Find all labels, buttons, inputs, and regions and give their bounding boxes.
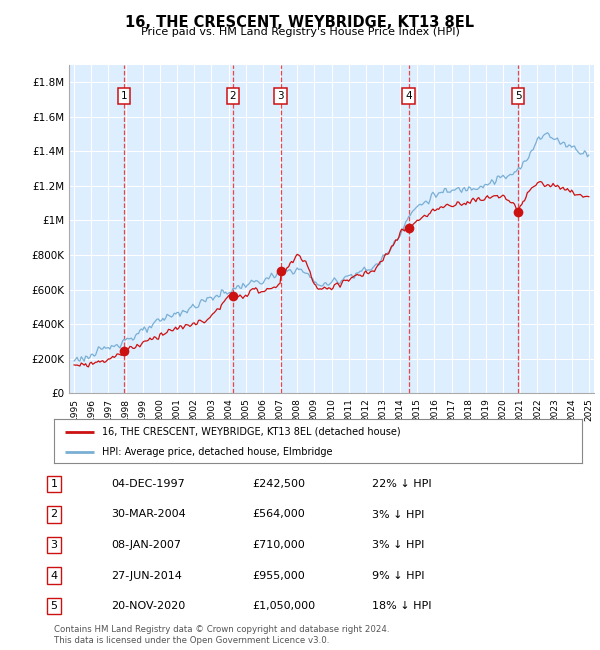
Text: 18% ↓ HPI: 18% ↓ HPI <box>372 601 431 611</box>
Text: £710,000: £710,000 <box>252 540 305 550</box>
Text: 4: 4 <box>405 91 412 101</box>
Text: £564,000: £564,000 <box>252 510 305 519</box>
Text: £242,500: £242,500 <box>252 479 305 489</box>
Text: 22% ↓ HPI: 22% ↓ HPI <box>372 479 431 489</box>
Text: 1: 1 <box>121 91 128 101</box>
Text: 16, THE CRESCENT, WEYBRIDGE, KT13 8EL (detached house): 16, THE CRESCENT, WEYBRIDGE, KT13 8EL (d… <box>101 426 400 437</box>
Text: 5: 5 <box>50 601 58 611</box>
Text: 04-DEC-1997: 04-DEC-1997 <box>111 479 185 489</box>
Text: 16, THE CRESCENT, WEYBRIDGE, KT13 8EL: 16, THE CRESCENT, WEYBRIDGE, KT13 8EL <box>125 15 475 30</box>
Text: 27-JUN-2014: 27-JUN-2014 <box>111 571 182 580</box>
Text: 9% ↓ HPI: 9% ↓ HPI <box>372 571 425 580</box>
Text: Price paid vs. HM Land Registry's House Price Index (HPI): Price paid vs. HM Land Registry's House … <box>140 27 460 37</box>
Text: 3: 3 <box>277 91 284 101</box>
Text: 20-NOV-2020: 20-NOV-2020 <box>111 601 185 611</box>
Text: £955,000: £955,000 <box>252 571 305 580</box>
Text: 08-JAN-2007: 08-JAN-2007 <box>111 540 181 550</box>
Text: £1,050,000: £1,050,000 <box>252 601 315 611</box>
Text: 3% ↓ HPI: 3% ↓ HPI <box>372 540 424 550</box>
Text: 5: 5 <box>515 91 521 101</box>
Text: 2: 2 <box>230 91 236 101</box>
Text: HPI: Average price, detached house, Elmbridge: HPI: Average price, detached house, Elmb… <box>101 447 332 458</box>
Text: 2: 2 <box>50 510 58 519</box>
Text: 4: 4 <box>50 571 58 580</box>
Text: Contains HM Land Registry data © Crown copyright and database right 2024.: Contains HM Land Registry data © Crown c… <box>54 625 389 634</box>
Text: 30-MAR-2004: 30-MAR-2004 <box>111 510 186 519</box>
Text: 3: 3 <box>50 540 58 550</box>
Text: This data is licensed under the Open Government Licence v3.0.: This data is licensed under the Open Gov… <box>54 636 329 645</box>
Text: 3% ↓ HPI: 3% ↓ HPI <box>372 510 424 519</box>
Text: 1: 1 <box>50 479 58 489</box>
